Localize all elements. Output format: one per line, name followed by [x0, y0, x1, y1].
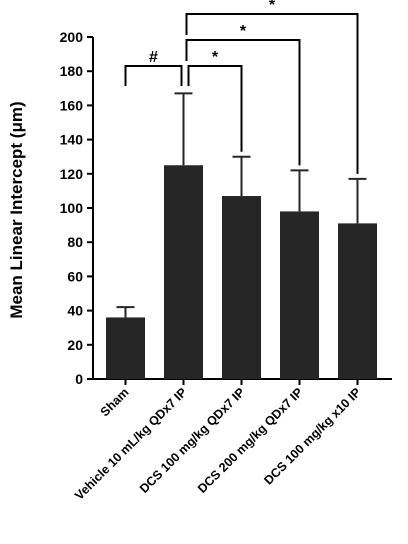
- x-axis-ticks: [124, 379, 359, 385]
- y-tick-label: 0: [75, 371, 83, 387]
- bar: [280, 211, 319, 379]
- y-tick-label: 180: [60, 63, 84, 79]
- y-tick-label: 20: [67, 337, 83, 353]
- bar: [338, 223, 377, 379]
- significance-brackets: # * * *: [124, 0, 359, 174]
- significance-bracket: [187, 65, 243, 152]
- y-tick-label: 120: [60, 166, 84, 182]
- y-tick-label: 200: [60, 29, 84, 45]
- bar: [222, 196, 261, 379]
- y-tick-label: 140: [60, 132, 84, 148]
- x-tick-label: Sham: [98, 385, 132, 419]
- y-axis-title: Mean Linear Intercept (μm): [7, 101, 26, 318]
- y-tick-label: 160: [60, 97, 84, 113]
- error-bars: [116, 92, 367, 318]
- bars: [106, 165, 377, 379]
- y-tick-label: 100: [60, 200, 84, 216]
- y-tick-label: 40: [67, 303, 83, 319]
- x-tick-label: DCS 200 mg/kg QDx7 IP: [195, 385, 306, 496]
- x-tick-label: DCS 100 mg/kg x10 IP: [261, 385, 363, 487]
- bar: [106, 317, 145, 379]
- y-tick-label: 60: [67, 268, 83, 284]
- significance-bracket: [185, 13, 359, 174]
- significance-label: *: [269, 0, 276, 14]
- y-tick-label: 80: [67, 234, 83, 250]
- bar: [164, 165, 203, 379]
- significance-label: *: [240, 23, 247, 40]
- significance-label: #: [149, 49, 158, 66]
- x-tick-label: Vehicle 10 mL/kg QDx7 IP: [72, 385, 189, 502]
- significance-bracket: [185, 39, 301, 166]
- significance-bracket: [124, 65, 183, 86]
- significance-label: *: [212, 49, 219, 66]
- y-axis-ticks: 0 20 40 60 80 100 120 140 160 180 200: [60, 29, 93, 387]
- x-tick-label: DCS 100 mg/kg QDx7 IP: [137, 385, 248, 496]
